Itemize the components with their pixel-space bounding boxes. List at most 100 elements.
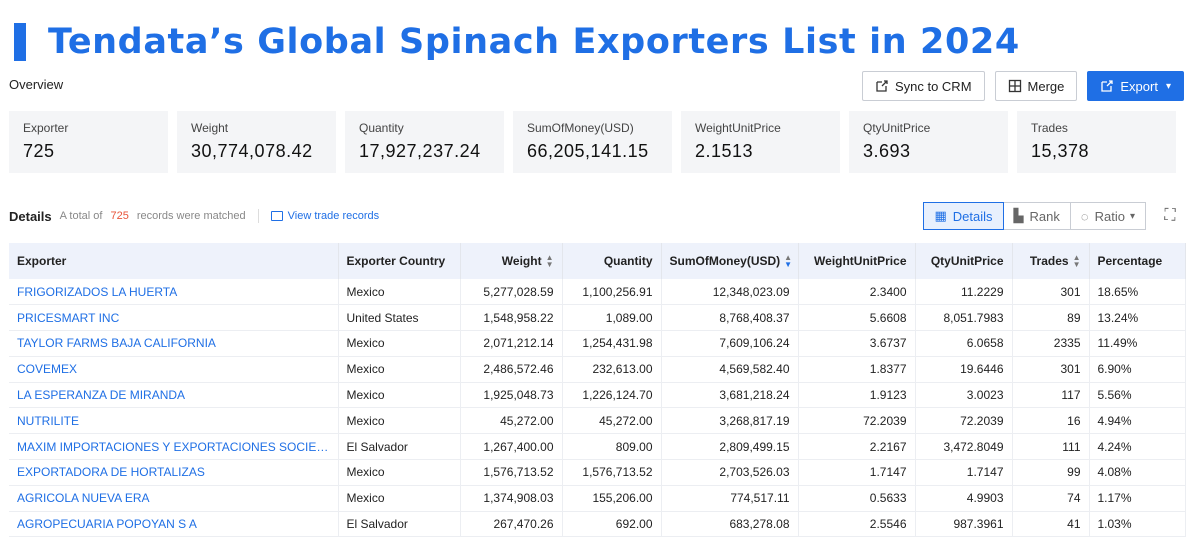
cell-percentage: 5.56% [1089,382,1186,409]
cell-trades: 74 [1012,485,1090,512]
cell-qty-unit-price: 987.3961 [915,511,1013,538]
exporter-link[interactable]: COVEMEX [9,356,339,383]
cell-quantity: 1,254,431.98 [562,330,662,357]
exporter-link[interactable]: TAYLOR FARMS BAJA CALIFORNIA [9,330,339,357]
export-icon [1101,80,1114,92]
stat-value: 15,378 [1031,141,1090,161]
cell-weight-unit-price: 5.6608 [798,304,916,332]
details-view-button[interactable]: ▦ Details [923,202,1004,230]
cell-qty-unit-price: 19.6446 [915,356,1013,383]
cell-weight-unit-price: 1.7147 [798,459,916,486]
cell-weight: 5,277,028.59 [460,279,563,306]
cell-trades: 117 [1012,382,1090,409]
cell-quantity: 1,226,124.70 [562,382,662,409]
cell-percentage: 6.90% [1089,356,1186,383]
stat-card-qty-unit-price: QtyUnitPrice 3.693 [849,111,1008,173]
cell-quantity: 1,100,256.91 [562,279,662,306]
cell-sum-of-money: 774,517.11 [661,485,799,512]
cell-quantity: 232,613.00 [562,356,662,383]
sync-to-crm-button[interactable]: Sync to CRM [861,71,985,101]
exporter-link[interactable]: PRICESMART INC [9,304,339,332]
exporters-table: Exporter Exporter Country Weight ▲ ▼ Quant… [9,243,1186,538]
total-suffix: records were matched [136,210,246,222]
cell-country: Mexico [338,459,461,486]
cell-trades: 2335 [1012,330,1090,357]
cell-percentage: 1.17% [1089,485,1186,512]
table-row: PRICESMART INC United States 1,548,958.22 1… [9,304,1186,332]
cell-country: Mexico [338,330,461,357]
table-row: EXPORTADORA DE HORTALIZAS Mexico 1,576,713… [9,459,1186,486]
exporter-link[interactable]: FRIGORIZADOS LA HUERTA [9,279,339,306]
view-trade-records-link[interactable]: View trade records [270,210,379,222]
page-title: Tendata’s Global Spinach Exporters List … [48,22,1020,62]
cell-weight: 2,071,212.14 [460,330,563,357]
cell-country: Mexico [338,485,461,512]
cell-weight-unit-price: 2.2167 [798,433,916,461]
exporter-link[interactable]: MAXIM IMPORTACIONES Y EXPORTACIONES SOCI… [9,433,339,461]
cell-sum-of-money: 3,268,817.19 [661,407,799,435]
col-header-trades[interactable]: Trades ▲ ▼ [1012,243,1090,279]
stat-label: Quantity [359,121,404,135]
merge-button[interactable]: Merge [994,71,1078,101]
cell-sum-of-money: 12,348,023.09 [661,279,799,306]
cell-qty-unit-price: 3.0023 [915,382,1013,409]
table-row: FRIGORIZADOS LA HUERTA Mexico 5,277,028.59… [9,279,1186,306]
cell-country: Mexico [338,382,461,409]
exporter-link[interactable]: EXPORTADORA DE HORTALIZAS [9,459,339,486]
cell-weight-unit-price: 3.6737 [798,330,916,357]
cell-quantity: 155,206.00 [562,485,662,512]
details-toolbar: Details A total of 725 records were matc… [9,201,1184,231]
col-header-weight[interactable]: Weight ▲ ▼ [460,243,563,279]
table-icon: ▦ [934,208,947,223]
cell-weight: 1,267,400.00 [460,433,563,461]
col-header-weight-label: Weight [501,253,542,268]
cell-sum-of-money: 7,609,106.24 [661,330,799,357]
export-button[interactable]: Export ▾ [1087,71,1184,101]
details-label: Details [9,208,52,224]
stat-label: Weight [191,121,229,135]
sort-icon[interactable]: ▲ ▼ [1072,253,1081,270]
cell-qty-unit-price: 3,472.8049 [915,433,1013,461]
exporter-link[interactable]: LA ESPERANZA DE MIRANDA [9,382,339,409]
cell-qty-unit-price: 4.9903 [915,485,1013,512]
stat-card-weight: Weight 30,774,078.42 [177,111,336,173]
cell-sum-of-money: 4,569,582.40 [661,356,799,383]
stat-value: 17,927,237.24 [359,141,481,161]
col-header-exporter-country: Exporter Country [338,243,461,279]
table-row: AGRICOLA NUEVA ERA Mexico 1,374,908.03 155,… [9,485,1186,512]
cell-country: El Salvador [338,433,461,461]
col-header-exporter: Exporter [9,243,339,279]
external-link-icon [876,80,888,92]
cell-weight: 1,576,713.52 [460,459,563,486]
exporter-link[interactable]: AGROPECUARIA POPOYAN S A [9,511,339,538]
cell-percentage: 1.03% [1089,511,1186,538]
sort-icon[interactable]: ▲ ▼ [545,253,554,270]
stat-label: Trades [1031,121,1068,135]
cell-country: Mexico [338,407,461,435]
total-prefix: A total of [59,210,103,222]
sort-icon[interactable]: ▲ ▼ [784,253,793,270]
cell-weight: 1,548,958.22 [460,304,563,332]
cell-weight-unit-price: 72.2039 [798,407,916,435]
cell-qty-unit-price: 72.2039 [915,407,1013,435]
cell-quantity: 692.00 [562,511,662,538]
col-header-sum-of-money[interactable]: SumOfMoney(USD) ▲ ▼ [661,243,799,279]
cell-sum-of-money: 2,809,499.15 [661,433,799,461]
cell-weight-unit-price: 1.8377 [798,356,916,383]
exporter-link[interactable]: AGRICOLA NUEVA ERA [9,485,339,512]
table-row: LA ESPERANZA DE MIRANDA Mexico 1,925,048.7… [9,382,1186,409]
stat-value: 3.693 [863,141,911,161]
cell-weight: 1,925,048.73 [460,382,563,409]
rank-view-button[interactable]: ▙ Rank [1002,202,1071,230]
cell-quantity: 1,576,713.52 [562,459,662,486]
table-row: MAXIM IMPORTACIONES Y EXPORTACIONES SOCI… [9,433,1186,461]
cell-sum-of-money: 2,703,526.03 [661,459,799,486]
cell-trades: 41 [1012,511,1090,538]
stat-label: SumOfMoney(USD) [527,121,634,135]
exporter-link[interactable]: NUTRILITE [9,407,339,435]
fullscreen-icon[interactable]: ⛶ [1164,207,1176,224]
sync-to-crm-label: Sync to CRM [894,78,972,94]
ratio-view-button[interactable]: ◌ Ratio ▾ [1069,202,1146,230]
cell-trades: 301 [1012,279,1090,306]
col-header-sum-of-money-label: SumOfMoney(USD) [669,253,781,268]
